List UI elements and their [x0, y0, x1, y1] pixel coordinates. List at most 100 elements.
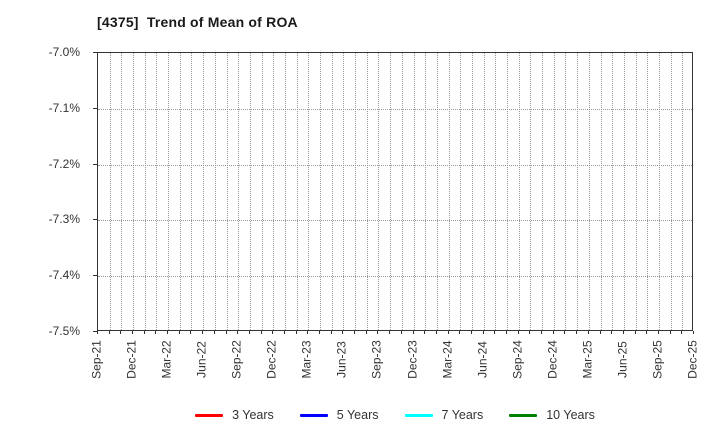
y-tick-mark: [93, 219, 97, 221]
legend-label: 5 Years: [336, 408, 379, 422]
x-tick-mark: [272, 331, 274, 334]
vertical-gridline: [133, 53, 135, 330]
vertical-gridline: [144, 53, 146, 330]
x-tick-mark: [470, 331, 472, 334]
x-tick-label: Mar-24: [440, 340, 455, 379]
vertical-gridline: [191, 53, 193, 330]
vertical-gridline: [495, 53, 497, 330]
x-tick-mark: [482, 331, 484, 334]
vertical-gridline: [378, 53, 380, 330]
x-tick-mark: [657, 331, 659, 334]
vertical-gridline: [203, 53, 205, 330]
chart-title: [4375] Trend of Mean of ROA: [97, 14, 298, 30]
x-tick-mark: [622, 331, 624, 334]
x-tick-label: Jun-22: [194, 341, 209, 378]
x-tick-label: Jun-25: [615, 341, 630, 378]
x-tick-mark: [213, 331, 215, 334]
x-tick-mark: [435, 331, 437, 334]
x-tick-mark: [447, 331, 449, 334]
x-tick-label: Mar-25: [580, 340, 595, 379]
x-tick-mark: [120, 331, 122, 334]
x-tick-mark: [143, 331, 145, 334]
y-tick-label: -7.2%: [48, 156, 80, 171]
vertical-gridline: [658, 53, 660, 330]
y-tick-label: -7.4%: [48, 268, 80, 283]
x-tick-mark: [225, 331, 227, 334]
x-tick-mark: [237, 331, 239, 334]
y-tick-mark: [93, 163, 97, 165]
vertical-gridline: [507, 53, 509, 330]
vertical-gridline: [577, 53, 579, 330]
x-tick-mark: [167, 331, 169, 334]
vertical-gridline: [682, 53, 684, 330]
x-tick-label: Sep-24: [510, 340, 525, 379]
x-tick-mark: [669, 331, 671, 334]
x-tick-mark: [354, 331, 356, 334]
vertical-gridline: [542, 53, 544, 330]
legend-item: 5 Years: [299, 408, 379, 422]
legend-line-swatch: [404, 413, 433, 417]
vertical-gridline: [448, 53, 450, 330]
x-tick-mark: [576, 331, 578, 334]
legend-label: 10 Years: [546, 408, 595, 422]
vertical-gridline: [261, 53, 263, 330]
x-tick-mark: [517, 331, 519, 334]
vertical-gridline: [168, 53, 170, 330]
x-tick-mark: [178, 331, 180, 334]
x-tick-mark: [634, 331, 636, 334]
vertical-gridline: [623, 53, 625, 330]
x-tick-label: Dec-22: [264, 340, 279, 379]
legend-line-swatch: [299, 413, 328, 417]
vertical-gridline: [670, 53, 672, 330]
x-tick-label: Mar-23: [299, 340, 314, 379]
vertical-gridline: [226, 53, 228, 330]
horizontal-gridline: [98, 276, 692, 278]
vertical-gridline: [600, 53, 602, 330]
vertical-gridline: [156, 53, 158, 330]
y-tick-mark: [93, 331, 97, 332]
x-tick-mark: [307, 331, 309, 334]
legend-item: 10 Years: [509, 408, 595, 422]
x-tick-mark: [459, 331, 461, 334]
x-tick-mark: [529, 331, 531, 334]
x-tick-label: Sep-25: [650, 340, 665, 379]
vertical-gridline: [647, 53, 649, 330]
legend-label: 3 Years: [232, 408, 274, 422]
horizontal-gridline: [98, 220, 692, 222]
x-tick-mark: [377, 331, 379, 334]
plot-area: [97, 52, 693, 331]
y-tick-label: -7.0%: [48, 45, 80, 59]
vertical-gridline: [284, 53, 286, 330]
x-tick-mark: [365, 331, 367, 334]
y-tick-label: -7.3%: [48, 212, 80, 227]
x-tick-mark: [541, 331, 543, 334]
x-tick-mark: [599, 331, 601, 334]
x-tick-mark: [412, 331, 414, 334]
vertical-gridline: [296, 53, 298, 330]
x-tick-mark: [494, 331, 496, 334]
x-tick-label: Dec-24: [545, 340, 560, 379]
vertical-gridline: [460, 53, 462, 330]
x-tick-mark: [295, 331, 297, 334]
vertical-gridline: [553, 53, 555, 330]
x-tick-mark: [155, 331, 157, 334]
vertical-gridline: [588, 53, 590, 330]
x-tick-mark: [108, 331, 110, 334]
vertical-gridline: [109, 53, 111, 330]
x-tick-mark: [97, 331, 98, 334]
x-tick-label: Jun-23: [334, 341, 349, 378]
vertical-gridline: [320, 53, 322, 330]
vertical-gridline: [413, 53, 415, 330]
vertical-gridline: [401, 53, 403, 330]
legend-item: 3 Years: [195, 408, 274, 422]
x-tick-mark: [342, 331, 344, 334]
vertical-gridline: [214, 53, 216, 330]
vertical-gridline: [331, 53, 333, 330]
x-tick-mark: [400, 331, 402, 334]
legend-line-swatch: [509, 413, 538, 417]
x-tick-mark: [283, 331, 285, 334]
x-tick-mark: [202, 331, 204, 334]
x-tick-mark: [681, 331, 683, 334]
vertical-gridline: [483, 53, 485, 330]
